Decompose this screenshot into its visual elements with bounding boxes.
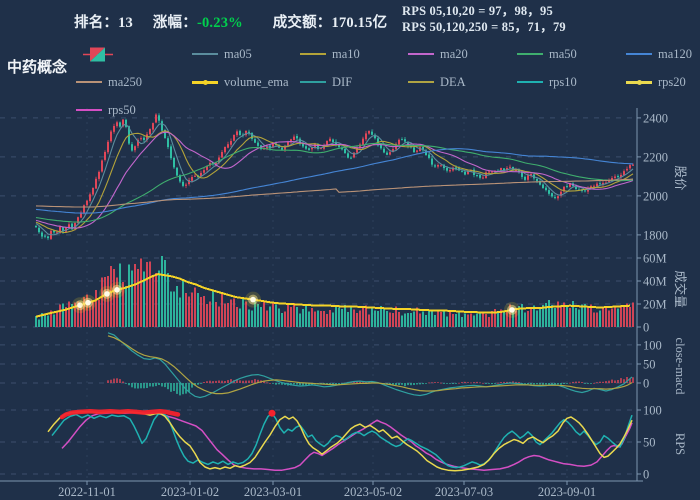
legend-item-ma10[interactable]: ma10 (300, 45, 360, 63)
candlestick-icon (83, 46, 113, 63)
x-tick-label: 2023-01-02 (161, 485, 219, 499)
legend-item-ma05[interactable]: ma05 (192, 45, 252, 63)
legend-item-ma120[interactable]: ma120 (626, 45, 692, 63)
legend-item-ma250[interactable]: ma250 (76, 73, 142, 91)
y-tick-label: 2000 (643, 189, 668, 203)
legend-item-DIF[interactable]: DIF (300, 73, 352, 91)
legend-label: ma50 (549, 46, 577, 61)
dea-line (107, 335, 633, 395)
rps20-line (47, 411, 633, 472)
legend-item-volume_ema[interactable]: volume_ema (192, 73, 289, 91)
chart-legend: ma05 ma10 ma20 ma50 ma120 ma250 volume_e… (76, 45, 700, 131)
legend-swatch (76, 109, 102, 111)
macd-panel (107, 332, 634, 399)
legend-swatch (626, 53, 652, 55)
legend-label: rps10 (549, 74, 577, 89)
legend-item-rps10[interactable]: rps10 (517, 73, 577, 91)
x-tick-label: 2023-07-03 (435, 485, 493, 499)
y-tick-label: 0 (643, 321, 649, 335)
legend-swatch (300, 81, 326, 83)
page-title: 中药概念 (7, 60, 68, 76)
rps-panel (47, 409, 633, 472)
y-tick-label: 60M (643, 252, 667, 266)
legend-label: ma10 (332, 46, 360, 61)
legend-item-DEA[interactable]: DEA (408, 73, 466, 91)
y-tick-label: 2400 (643, 111, 668, 125)
legend-label: rps20 (658, 74, 686, 89)
legend-swatch (76, 81, 102, 83)
y-tick-label: 0 (643, 468, 649, 482)
panel-ylabel-volume: 成交量 (673, 270, 688, 308)
legend-label: DEA (440, 74, 466, 89)
price-panel (35, 113, 634, 241)
volume-ema-markers (72, 281, 520, 318)
x-tick-label: 2023-05-02 (344, 485, 402, 499)
legend-swatch (192, 53, 218, 55)
x-tick-label: 2023-09-01 (538, 485, 596, 499)
legend-swatch (300, 53, 326, 55)
legend-label: rps50 (108, 102, 136, 117)
rps-short-line: RPS 05,10,20 = 97，98，95 (402, 4, 553, 18)
y-tick-label: 100 (643, 404, 662, 418)
y-tick-label: 20M (643, 298, 667, 312)
legend-swatch (192, 79, 218, 85)
legend-item-ma50[interactable]: ma50 (517, 45, 577, 63)
ma-line-50 (35, 142, 634, 223)
volume-panel (35, 256, 634, 327)
panel-ylabel-macd: close-macd (673, 338, 687, 396)
legend-marker-dot (203, 79, 208, 85)
legend-item-rps50[interactable]: rps50 (76, 101, 136, 119)
x-tick-label: 2023-03-01 (244, 485, 302, 499)
legend-item-candlestick[interactable] (83, 45, 113, 63)
rank-label: 排名： (74, 15, 119, 31)
change-label: 涨幅： (152, 15, 197, 31)
y-tick-label: 1800 (643, 228, 668, 242)
y-tick-label: 50 (643, 436, 656, 450)
panel-ylabel-rps: RPS (673, 433, 687, 455)
ma-line-20 (35, 131, 634, 229)
legend-label: ma20 (440, 46, 468, 61)
legend-label: volume_ema (224, 74, 289, 89)
y-tick-label: 40M (643, 275, 667, 289)
legend-swatch (408, 81, 434, 83)
legend-label: ma250 (108, 74, 143, 89)
y-tick-label: 0 (643, 377, 649, 391)
legend-swatch (408, 53, 434, 55)
rps-readout: RPS 05,10,20 = 97，98，95 RPS 50,120,250 =… (402, 4, 566, 35)
axes: 1800 2000 2200 2400 股价 0 20M 40M 60M 成交量 0 50 100 clo… (0, 108, 688, 499)
rps-long-line: RPS 50,120,250 = 85，71，79 (402, 19, 566, 34)
legend-swatch (517, 53, 543, 55)
ma-line-5 (35, 123, 634, 236)
ma-line-250 (35, 178, 634, 208)
volume-ema-line (35, 273, 631, 318)
panel-ylabel-price: 股价 (673, 165, 687, 191)
y-tick-label: 2200 (643, 150, 668, 164)
rps50-line (61, 411, 633, 471)
turnover-value: 170.15亿 (331, 15, 388, 31)
legend-label: ma120 (658, 46, 693, 61)
legend-item-rps20[interactable]: rps20 (626, 73, 686, 91)
turnover-label: 成交额： (272, 15, 332, 31)
x-tick-label: 2022-11-01 (58, 485, 116, 499)
legend-label: ma05 (224, 46, 252, 61)
legend-label: DIF (332, 74, 353, 89)
y-tick-label: 50 (643, 358, 656, 372)
header-stats: 排名：13 涨幅：-0.23% 成交额：170.15亿 (74, 11, 387, 32)
change-value: -0.23% (196, 15, 243, 31)
legend-swatch (626, 79, 652, 85)
rps-highlight-dot (268, 409, 276, 417)
legend-item-ma20[interactable]: ma20 (408, 45, 468, 63)
legend-swatch (517, 81, 543, 83)
legend-marker-dot (637, 79, 642, 85)
rps-highlight-band (59, 409, 181, 420)
rank-value: 13 (118, 15, 134, 31)
y-tick-label: 100 (643, 338, 662, 352)
ma-line-120 (35, 148, 634, 214)
